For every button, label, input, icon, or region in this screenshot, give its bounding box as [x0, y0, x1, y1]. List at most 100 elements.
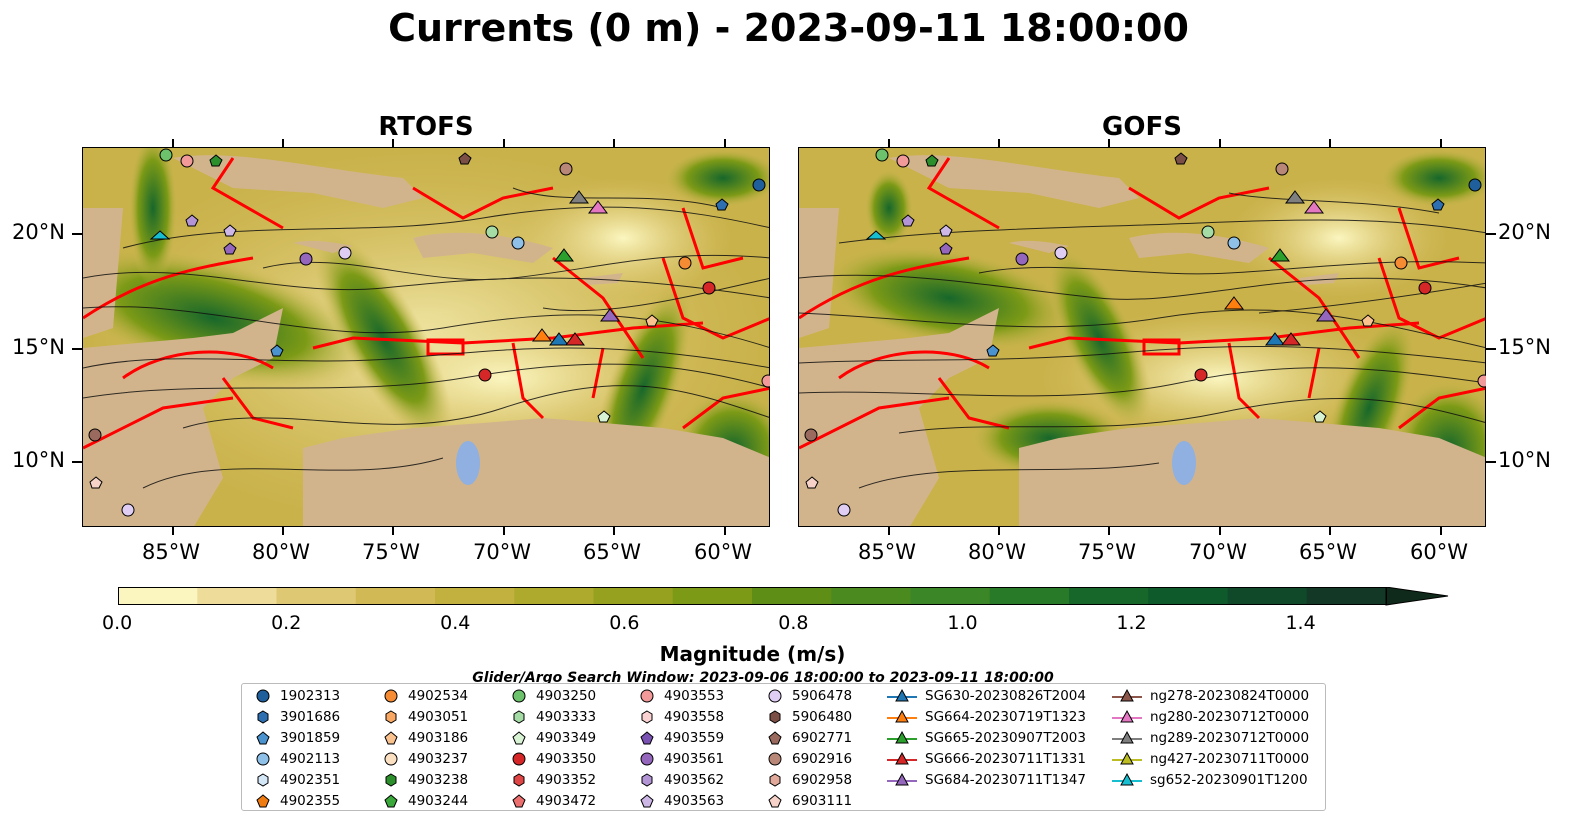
marker[interactable]: [338, 246, 352, 260]
marker[interactable]: [715, 198, 729, 211]
marker[interactable]: [565, 332, 585, 346]
marker[interactable]: [1054, 246, 1068, 260]
marker[interactable]: [223, 242, 237, 255]
legend-item[interactable]: 3901686: [254, 707, 340, 727]
legend-item[interactable]: ng280-20230712T0000: [1112, 707, 1309, 727]
marker[interactable]: [159, 148, 173, 162]
marker[interactable]: [511, 236, 525, 250]
legend-item[interactable]: 4903561: [638, 749, 724, 769]
marker[interactable]: [1304, 200, 1324, 214]
marker[interactable]: [1285, 190, 1305, 204]
marker[interactable]: [986, 344, 1000, 357]
legend-item[interactable]: 4903244: [382, 791, 468, 811]
marker[interactable]: [761, 374, 770, 388]
marker[interactable]: [569, 190, 589, 204]
marker[interactable]: [478, 368, 492, 382]
marker[interactable]: [121, 503, 135, 517]
legend-item[interactable]: 6902916: [766, 749, 852, 769]
legend-item[interactable]: ng278-20230824T0000: [1112, 686, 1309, 706]
legend-item[interactable]: 3901859: [254, 728, 340, 748]
marker[interactable]: [485, 225, 499, 239]
marker[interactable]: [1431, 198, 1445, 211]
marker[interactable]: [532, 328, 552, 342]
legend-item[interactable]: 4903553: [638, 686, 724, 706]
marker[interactable]: [1477, 374, 1486, 388]
marker[interactable]: [896, 154, 910, 168]
marker[interactable]: [1313, 410, 1327, 423]
legend-item[interactable]: 4903238: [382, 770, 468, 790]
marker[interactable]: [89, 476, 103, 489]
marker[interactable]: [1201, 225, 1215, 239]
legend-item[interactable]: 4903563: [638, 791, 724, 811]
marker[interactable]: [270, 344, 284, 357]
marker[interactable]: [600, 308, 620, 322]
legend-item[interactable]: 4903350: [510, 749, 596, 769]
marker[interactable]: [678, 256, 692, 270]
marker[interactable]: [559, 162, 573, 176]
legend-item[interactable]: 4903186: [382, 728, 468, 748]
legend-item[interactable]: 4903051: [382, 707, 468, 727]
marker[interactable]: [549, 332, 569, 346]
marker[interactable]: [597, 410, 611, 423]
marker[interactable]: [939, 224, 953, 237]
legend-item[interactable]: 4903237: [382, 749, 468, 769]
marker[interactable]: [88, 428, 102, 442]
marker[interactable]: [1281, 332, 1301, 346]
marker[interactable]: [1015, 252, 1029, 266]
legend-item[interactable]: 5906480: [766, 707, 852, 727]
marker[interactable]: [185, 214, 199, 227]
legend-item[interactable]: 1902313: [254, 686, 340, 706]
marker[interactable]: [1265, 332, 1285, 346]
legend-item[interactable]: 4902113: [254, 749, 340, 769]
legend-item[interactable]: 4903472: [510, 791, 596, 811]
marker[interactable]: [1468, 178, 1482, 192]
legend-item[interactable]: 4902355: [254, 791, 340, 811]
marker[interactable]: [299, 252, 313, 266]
legend-item[interactable]: 6902958: [766, 770, 852, 790]
legend-item[interactable]: 4903333: [510, 707, 596, 727]
legend-item[interactable]: 4903250: [510, 686, 596, 706]
marker[interactable]: [805, 476, 819, 489]
legend-item[interactable]: 5906478: [766, 686, 852, 706]
marker[interactable]: [1194, 368, 1208, 382]
marker[interactable]: [1270, 248, 1290, 262]
marker[interactable]: [1316, 308, 1336, 322]
marker[interactable]: [1361, 314, 1375, 327]
legend-item[interactable]: 4903562: [638, 770, 724, 790]
marker[interactable]: [1275, 162, 1289, 176]
marker[interactable]: [1227, 236, 1241, 250]
marker[interactable]: [901, 214, 915, 227]
legend-item[interactable]: 4902534: [382, 686, 468, 706]
marker[interactable]: [645, 314, 659, 327]
legend-item[interactable]: 4903349: [510, 728, 596, 748]
marker[interactable]: [149, 230, 171, 240]
legend-item[interactable]: SG664-20230719T1323: [887, 707, 1086, 727]
legend-item[interactable]: sg652-20230901T1200: [1112, 770, 1308, 790]
marker[interactable]: [837, 503, 851, 517]
marker[interactable]: [1394, 256, 1408, 270]
legend-item[interactable]: ng289-20230712T0000: [1112, 728, 1309, 748]
marker[interactable]: [1174, 152, 1188, 165]
marker[interactable]: [458, 152, 472, 165]
legend-item[interactable]: SG666-20230711T1331: [887, 749, 1086, 769]
legend-item[interactable]: 6903111: [766, 791, 852, 811]
legend-item[interactable]: 4903559: [638, 728, 724, 748]
marker[interactable]: [180, 154, 194, 168]
legend-item[interactable]: ng427-20230711T0000: [1112, 749, 1309, 769]
marker[interactable]: [939, 242, 953, 255]
marker[interactable]: [925, 154, 939, 167]
marker[interactable]: [554, 248, 574, 262]
marker[interactable]: [1224, 296, 1244, 310]
legend-item[interactable]: SG630-20230826T2004: [887, 686, 1086, 706]
legend-item[interactable]: 4903558: [638, 707, 724, 727]
legend-item[interactable]: 4903352: [510, 770, 596, 790]
marker[interactable]: [209, 154, 223, 167]
marker[interactable]: [752, 178, 766, 192]
legend-item[interactable]: SG684-20230711T1347: [887, 770, 1086, 790]
legend-item[interactable]: 4902351: [254, 770, 340, 790]
legend-item[interactable]: 6902771: [766, 728, 852, 748]
marker[interactable]: [875, 148, 889, 162]
legend-item[interactable]: SG665-20230907T2003: [887, 728, 1086, 748]
marker[interactable]: [865, 230, 887, 240]
marker[interactable]: [223, 224, 237, 237]
